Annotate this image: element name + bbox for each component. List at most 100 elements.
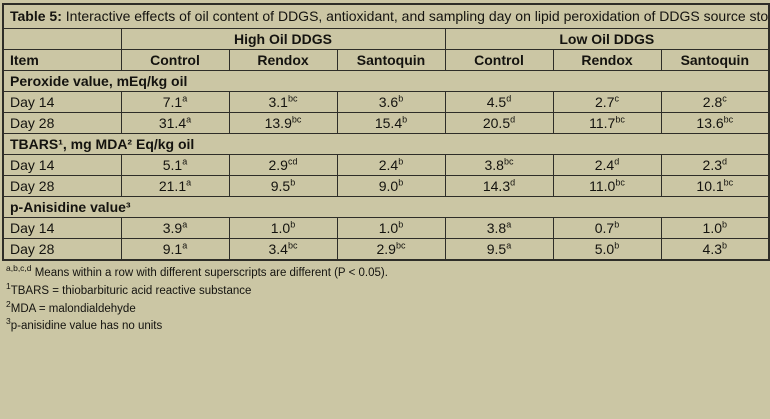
footnote-text: TBARS = thiobarbituric acid reactive sub…: [10, 284, 252, 297]
superscript: a: [182, 240, 188, 251]
superscript: b: [398, 156, 404, 167]
superscript: b: [614, 240, 620, 251]
table-row: Day 14 3.9a 1.0b 1.0b 3.8a 0.7b 1.0b: [2, 216, 770, 239]
value-cell: 11.7bc: [552, 111, 662, 134]
value-cell: 21.1a: [120, 174, 230, 197]
footnote-anisidine: 3p-anisidine value has no units: [6, 316, 764, 336]
value-cell: 14.3d: [444, 174, 554, 197]
group-header-low-oil: Low Oil DDGS: [444, 27, 770, 50]
value-cell: 2.4d: [552, 153, 662, 176]
footnote-tbars: 1TBARS = thiobarbituric acid reactive su…: [6, 282, 764, 301]
superscript: b: [398, 177, 404, 188]
value-cell: 9.0b: [336, 174, 446, 197]
value-cell: 2.3d: [660, 153, 770, 176]
superscript: b: [402, 114, 408, 125]
table-title-text: Interactive effects of oil content of DD…: [65, 8, 769, 24]
value-cell: 3.1bc: [228, 90, 338, 113]
table-number-label: Table 5:: [10, 8, 62, 24]
section-row-peroxide: Peroxide value, mEq/kg oil: [2, 69, 770, 92]
column-header-control-high: Control: [120, 48, 230, 71]
value-cell: 3.8a: [444, 216, 554, 239]
section-row-tbars: TBARS¹, mg MDA² Eq/kg oil: [2, 132, 770, 155]
value-cell: 2.9bc: [336, 237, 446, 261]
superscript: a: [182, 93, 188, 104]
superscript: bc: [287, 240, 298, 251]
superscript: bc: [723, 114, 734, 125]
superscript: c: [722, 93, 727, 104]
superscript: bc: [615, 177, 625, 188]
column-header-rendox-low: Rendox: [552, 48, 662, 71]
item-cell: Day 14: [2, 90, 122, 113]
footnote-significance: a,b,c,d Means within a row with differen…: [6, 263, 764, 283]
section-row-anisidine: p-Anisidine value³: [2, 195, 770, 218]
column-header-santoquin-low: Santoquin: [660, 48, 770, 71]
footnote-mda: 2MDA = malondialdehyde: [6, 298, 764, 319]
superscript: a: [506, 219, 512, 230]
item-cell: Day 28: [2, 237, 122, 261]
superscript: d: [506, 93, 512, 104]
superscript: bc: [723, 177, 734, 188]
value-cell: 2.8c: [660, 90, 770, 113]
superscript: bc: [615, 114, 625, 125]
value-cell: 15.4b: [336, 111, 446, 134]
superscript: cd: [287, 156, 298, 167]
superscript: b: [722, 219, 728, 230]
value-cell: 3.9a: [120, 216, 230, 239]
footnote-marker: 2: [6, 298, 11, 309]
superscript: bc: [395, 240, 406, 251]
superscript: d: [614, 156, 620, 167]
superscript: a: [186, 114, 192, 125]
blank-corner-cell: [2, 27, 122, 50]
superscript: bc: [291, 114, 302, 125]
footnote-text: MDA = malondialdehyde: [10, 302, 136, 315]
ddgs-peroxidation-table: Table 5: Interactive effects of oil cont…: [2, 3, 770, 261]
table-row: Day 28 21.1a 9.5b 9.0b 14.3d 11.0bc 10.1…: [2, 174, 770, 197]
value-cell: 3.8bc: [444, 153, 554, 176]
superscript: a: [182, 156, 188, 167]
superscript: d: [722, 156, 728, 167]
value-cell: 1.0b: [228, 216, 338, 239]
section-label-tbars: TBARS¹, mg MDA² Eq/kg oil: [2, 132, 770, 155]
column-header-item: Item: [2, 48, 122, 71]
value-cell: 0.7b: [552, 216, 662, 239]
table-title: Table 5: Interactive effects of oil cont…: [2, 3, 770, 29]
value-cell: 1.0b: [660, 216, 770, 239]
table-title-row: Table 5: Interactive effects of oil cont…: [2, 3, 770, 29]
value-cell: 13.6bc: [660, 111, 770, 134]
value-cell: 5.1a: [120, 153, 230, 176]
superscript: bc: [503, 156, 514, 167]
superscript: a: [506, 240, 512, 251]
footnote-marker: 3: [6, 316, 11, 327]
item-cell: Day 28: [2, 174, 122, 197]
value-cell: 9.1a: [120, 237, 230, 261]
superscript: b: [614, 219, 620, 230]
value-cell: 9.5a: [444, 237, 554, 261]
footnote-marker: a,b,c,d: [6, 263, 32, 274]
table-row: Day 28 9.1a 3.4bc 2.9bc 9.5a 5.0b 4.3b: [2, 237, 770, 261]
item-cell: Day 28: [2, 111, 122, 134]
value-cell: 1.0b: [336, 216, 446, 239]
value-cell: 31.4a: [120, 111, 230, 134]
superscript: b: [290, 219, 296, 230]
value-cell: 4.5d: [444, 90, 554, 113]
column-header-control-low: Control: [444, 48, 554, 71]
value-cell: 11.0bc: [552, 174, 662, 197]
column-header-santoquin-high: Santoquin: [336, 48, 446, 71]
superscript: d: [510, 177, 516, 188]
value-cell: 10.1bc: [660, 174, 770, 197]
value-cell: 7.1a: [120, 90, 230, 113]
value-cell: 3.6b: [336, 90, 446, 113]
footnotes: a,b,c,d Means within a row with differen…: [2, 261, 768, 336]
superscript: d: [510, 114, 516, 125]
value-cell: 13.9bc: [228, 111, 338, 134]
superscript: c: [614, 93, 619, 104]
value-cell: 4.3b: [660, 237, 770, 261]
value-cell: 5.0b: [552, 237, 662, 261]
value-cell: 3.4bc: [228, 237, 338, 261]
footnote-text: p-anisidine value has no units: [10, 320, 163, 333]
section-label-peroxide: Peroxide value, mEq/kg oil: [2, 69, 770, 92]
group-header-high-oil: High Oil DDGS: [120, 27, 446, 50]
superscript: b: [398, 93, 404, 104]
superscript: a: [186, 177, 192, 188]
column-header-rendox-high: Rendox: [228, 48, 338, 71]
